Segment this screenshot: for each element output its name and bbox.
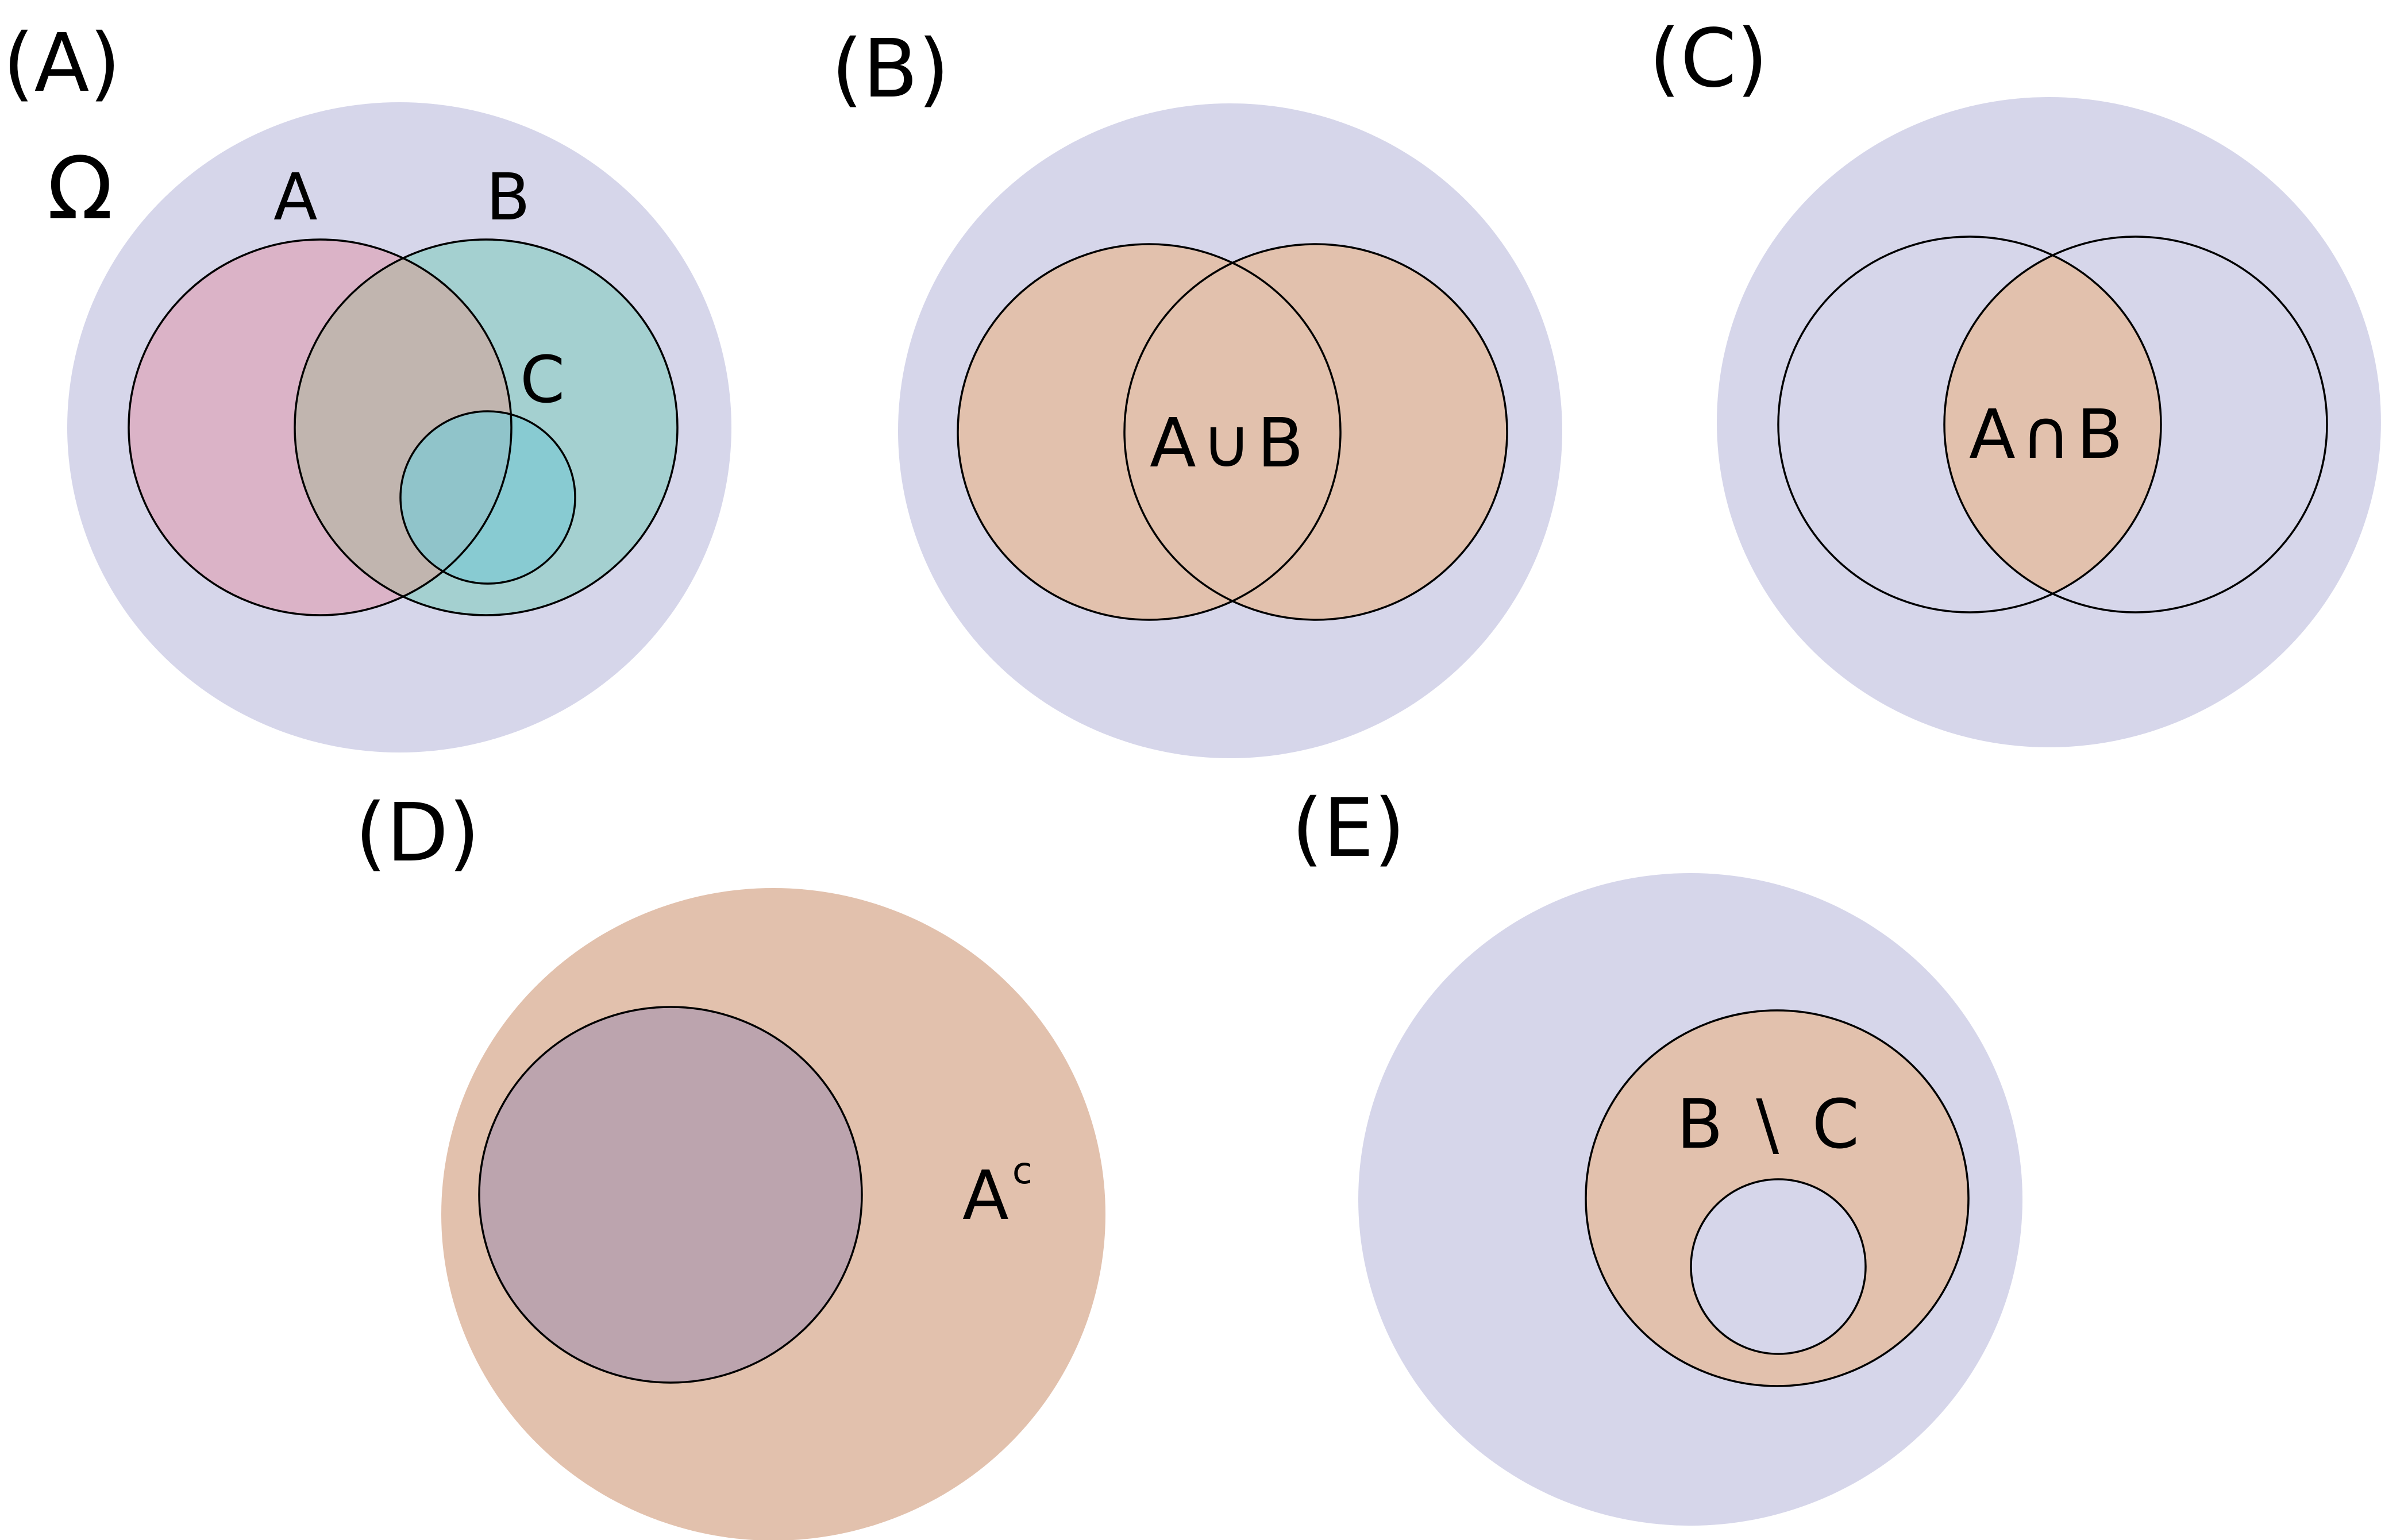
set-c-outline <box>399 410 576 585</box>
panel-c: (C) A∩B <box>1649 12 2381 747</box>
set-a-region <box>479 1007 862 1383</box>
set-a-outline <box>957 243 1342 621</box>
panel-d-label: (D) <box>355 786 480 880</box>
omega-label: Ω <box>47 139 113 239</box>
set-a-label: A <box>273 160 318 235</box>
panel-b-label: (B) <box>831 22 949 116</box>
set-b-outline <box>1943 236 2328 613</box>
panel-c-label: (C) <box>1649 12 1768 106</box>
set-c-outline <box>1690 1178 1867 1355</box>
complement-label: Ac <box>962 1150 1038 1235</box>
a-and-b-intersection <box>1944 237 2161 612</box>
set-b-label: B <box>486 160 530 235</box>
set-b-outline <box>1585 1009 1970 1387</box>
panel-d: (D) Ac <box>355 786 1105 1540</box>
complement-base: A <box>962 1156 1015 1235</box>
set-c-circle <box>400 411 575 584</box>
panel-b: (B) A∪B <box>831 22 1562 758</box>
set-a-outline <box>128 238 513 616</box>
set-c-label: C <box>520 343 565 418</box>
set-c-region <box>1691 1179 1866 1354</box>
complement-superscript: c <box>1012 1150 1038 1192</box>
panel-a: (A) Ω A B C <box>3 17 731 752</box>
panel-e: (E) B \ C <box>1292 782 2022 1526</box>
set-b-outline <box>1123 243 1508 621</box>
set-a-outline <box>478 1006 863 1384</box>
set-a-outline <box>1777 236 2162 613</box>
panel-e-label: (E) <box>1292 782 1405 875</box>
panel-a-label: (A) <box>3 17 121 110</box>
intersection-label: A∩B <box>1969 395 2129 474</box>
difference-label: B \ C <box>1677 1084 1865 1164</box>
union-label: A∪B <box>1150 403 1309 483</box>
set-b-region <box>1124 244 1507 620</box>
set-b-outline <box>294 238 679 616</box>
